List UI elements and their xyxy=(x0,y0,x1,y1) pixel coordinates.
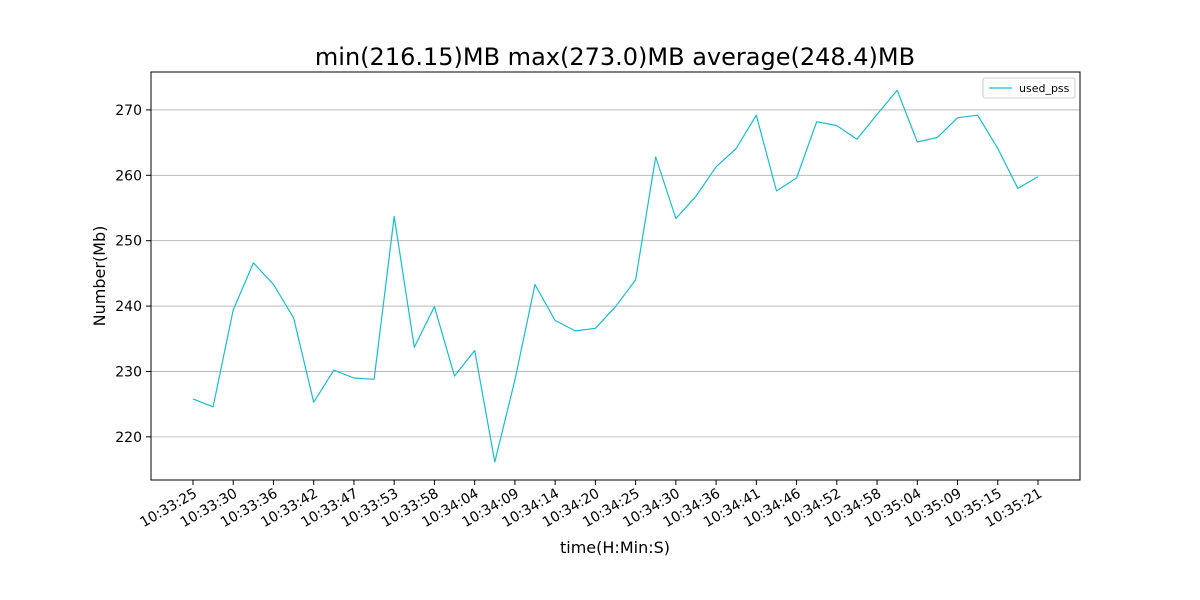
data-point xyxy=(494,461,495,462)
data-point xyxy=(293,317,294,318)
y-tick-label: 250 xyxy=(115,234,142,250)
data-point xyxy=(373,379,374,380)
data-point xyxy=(997,148,998,149)
data-point xyxy=(595,328,596,329)
data-point xyxy=(836,125,837,126)
data-point xyxy=(876,114,877,115)
data-point xyxy=(313,402,314,403)
data-point xyxy=(555,320,556,321)
data-point xyxy=(756,115,757,116)
data-point xyxy=(1017,188,1018,189)
data-point xyxy=(273,284,274,285)
data-point xyxy=(816,121,817,122)
data-point xyxy=(213,406,214,407)
data-point xyxy=(675,218,676,219)
x-axis-label: time(H:Min:S) xyxy=(560,538,670,557)
data-point xyxy=(977,115,978,116)
series-layer xyxy=(192,89,1039,463)
data-point xyxy=(695,196,696,197)
chart-title: min(216.15)MB max(273.0)MB average(248.4… xyxy=(315,43,915,71)
data-point xyxy=(776,190,777,191)
data-point xyxy=(454,375,455,376)
y-axis: 220 230 240 250 260 270 xyxy=(115,103,151,446)
data-point xyxy=(514,379,515,380)
data-point xyxy=(434,306,435,307)
data-point xyxy=(192,398,193,399)
y-tick-label: 240 xyxy=(115,299,142,315)
data-point xyxy=(353,377,354,378)
y-tick-label: 230 xyxy=(115,364,142,380)
data-point xyxy=(575,330,576,331)
legend-box xyxy=(982,77,1076,99)
data-point xyxy=(937,137,938,138)
legend: used_pss xyxy=(982,77,1076,99)
data-point xyxy=(414,347,415,348)
data-point xyxy=(715,166,716,167)
data-point xyxy=(736,148,737,149)
data-point xyxy=(635,279,636,280)
x-axis: 10:33:2510:33:3010:33:3610:33:4210:33:47… xyxy=(138,480,1045,531)
series-line-used-pss xyxy=(192,89,1039,463)
legend-label-used-pss: used_pss xyxy=(1019,82,1070,95)
y-axis-label: Number(Mb) xyxy=(90,226,109,327)
y-tick-label: 260 xyxy=(115,168,142,184)
data-point xyxy=(917,141,918,142)
data-point xyxy=(856,139,857,140)
data-point xyxy=(615,306,616,307)
data-point xyxy=(253,262,254,263)
data-point xyxy=(897,90,898,91)
data-point xyxy=(394,216,395,217)
y-tick-label: 220 xyxy=(115,430,142,446)
y-tick-label: 270 xyxy=(115,103,142,119)
plot-frame xyxy=(150,71,1081,481)
data-point xyxy=(655,156,656,157)
data-point xyxy=(796,177,797,178)
data-point xyxy=(233,309,234,310)
gridlines xyxy=(151,109,1080,438)
data-point xyxy=(474,350,475,351)
data-point xyxy=(1037,176,1038,177)
data-point xyxy=(957,117,958,118)
data-point xyxy=(534,284,535,285)
data-point xyxy=(333,370,334,371)
